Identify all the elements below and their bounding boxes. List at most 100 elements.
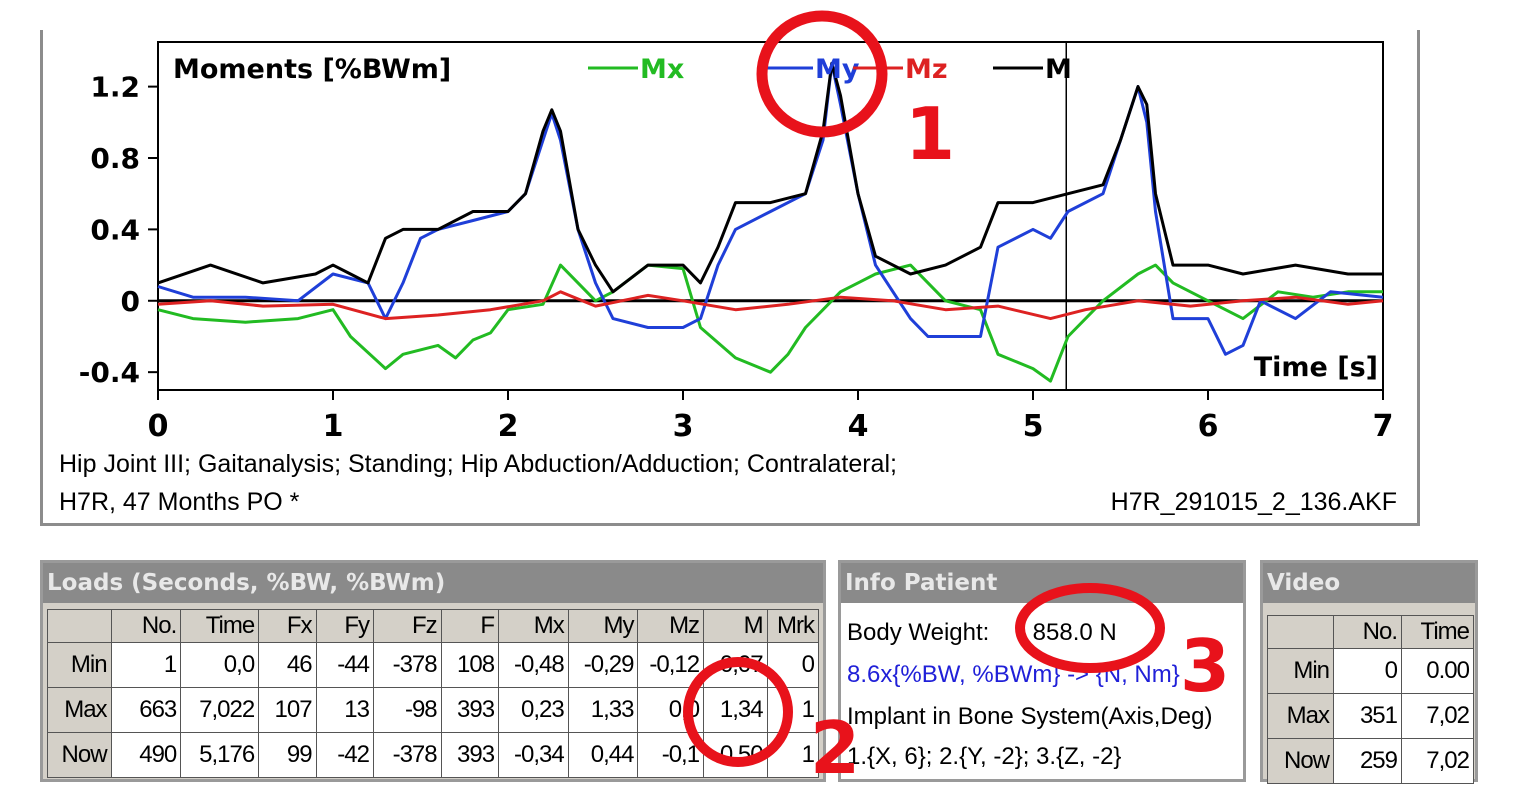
y-tick-label: 0.4 xyxy=(90,213,140,246)
video-cell: 351 xyxy=(1333,693,1402,739)
loads-table: No. Time Fx Fy Fz F Mx My Mz M Mrk Min 1 0,0 46 -44 -378… xyxy=(47,609,820,778)
info-patient-body: Body Weight: 858.0 N 8.6x{%BW, %BWm} -> … xyxy=(841,603,1243,779)
loads-cell: 13 xyxy=(315,687,374,733)
video-cell: 0.00 xyxy=(1401,648,1474,694)
legend-label-mz: Mz xyxy=(905,54,948,85)
x-tick-label: 2 xyxy=(498,409,519,444)
loads-cell: 107 xyxy=(258,687,317,733)
annotation-circle-3 xyxy=(1015,583,1165,673)
loads-row-label: Now xyxy=(47,732,112,778)
file-name-caption: H7R_291015_2_136.AKF xyxy=(1110,488,1397,516)
loads-cell: 5,176 xyxy=(180,732,260,778)
video-cell: 7,02 xyxy=(1401,693,1474,739)
video-cell: 7,02 xyxy=(1401,738,1474,784)
x-tick-label: 3 xyxy=(673,409,694,444)
x-tick-label: 1 xyxy=(323,409,344,444)
loads-cell: 0,0 xyxy=(180,642,260,688)
y-tick-label: 0 xyxy=(121,285,140,318)
annotation-number-1: 1 xyxy=(905,92,956,176)
patient-info-caption: H7R, 47 Months PO * xyxy=(59,488,300,516)
series-line-mx xyxy=(157,263,1383,383)
x-tick-label: 0 xyxy=(148,409,169,444)
loads-cell: -0,48 xyxy=(498,642,569,688)
x-tick-label: 6 xyxy=(1198,409,1219,444)
video-row-label: Now xyxy=(1267,738,1334,784)
loads-cell: 393 xyxy=(440,687,500,733)
loads-cell: -0,29 xyxy=(567,642,639,688)
loads-cell: 490 xyxy=(110,732,182,778)
y-tick-label: -0.4 xyxy=(79,356,140,389)
video-row: Max 351 7,02 xyxy=(1267,693,1474,739)
x-tick-label: 5 xyxy=(1023,409,1044,444)
loads-row: Max 663 7,022 107 13 -98 393 0,23 1,33 0,0 1,34 1 xyxy=(47,687,820,733)
loads-column-header: Mz xyxy=(637,609,705,643)
loads-row: Now 490 5,176 99 -42 -378 393 -0,34 0,44 -0,1 0,50… xyxy=(47,732,820,778)
loads-cell: -98 xyxy=(372,687,442,733)
loads-cell: 1,33 xyxy=(567,687,639,733)
y-tick-label: 0.8 xyxy=(90,142,140,175)
x-tick-label: 7 xyxy=(1373,409,1394,444)
video-panel: Video No. Time Min 0 0.00 Max 351 7,02 Now 259 7,0… xyxy=(1260,560,1478,784)
loads-row: Min 1 0,0 46 -44 -378 108 -0,48 -0,29 -0,12 0,07 0 xyxy=(47,642,820,688)
info-patient-panel: Info Patient Body Weight: 858.0 N 8.6x{%… xyxy=(838,560,1246,782)
annotation-circle-1 xyxy=(756,10,888,138)
body-weight-label: Body Weight: xyxy=(847,619,990,646)
loads-cell: -0,12 xyxy=(637,642,705,688)
loads-cell: 393 xyxy=(440,732,500,778)
loads-cell: -0,34 xyxy=(498,732,569,778)
video-corner-cell xyxy=(1267,615,1334,649)
video-table: No. Time Min 0 0.00 Max 351 7,02 Now 259 7,02 xyxy=(1267,615,1474,784)
loads-column-header: Mrk xyxy=(766,609,820,643)
body-weight-value: 858.0 N xyxy=(1032,619,1117,646)
series-line-m xyxy=(157,61,1383,294)
loads-cell: 0,23 xyxy=(498,687,569,733)
loads-column-header: F xyxy=(440,609,500,643)
y-tick-label: 1.2 xyxy=(90,71,140,104)
loads-cell: 1 xyxy=(766,732,820,778)
annotation-number-3: 3 xyxy=(1180,624,1231,708)
loads-column-header: Fx xyxy=(258,609,317,643)
loads-cell: 1 xyxy=(110,642,182,688)
video-panel-title: Video xyxy=(1263,563,1475,603)
loads-panel-title: Loads (Seconds, %BW, %BWm) xyxy=(43,563,823,603)
loads-column-header: Mx xyxy=(498,609,569,643)
video-cell: 259 xyxy=(1333,738,1402,784)
loads-cell: -44 xyxy=(315,642,374,688)
annotation-circle-2 xyxy=(683,657,793,767)
video-row-label: Min xyxy=(1267,648,1334,694)
series-line-mz xyxy=(157,290,1384,321)
recording-description: Hip Joint III; Gaitanalysis; Standing; H… xyxy=(59,450,897,478)
loads-column-header: Time xyxy=(180,609,260,643)
loads-cell: 108 xyxy=(440,642,500,688)
video-cell: 0 xyxy=(1333,648,1402,694)
video-row: Min 0 0.00 xyxy=(1267,648,1474,694)
legend-label-mx: Mx xyxy=(640,54,684,85)
x-axis-label: Time [s] xyxy=(1254,352,1378,383)
loads-cell: 0,44 xyxy=(567,732,639,778)
loads-corner-cell xyxy=(47,609,112,643)
video-column-header: Time xyxy=(1401,615,1474,649)
legend-label-m: M xyxy=(1045,54,1072,85)
loads-cell: 7,022 xyxy=(180,687,260,733)
chart-title: Moments [%BWm] xyxy=(173,54,451,85)
x-tick-label: 4 xyxy=(848,409,869,444)
loads-column-header: M xyxy=(703,609,768,643)
loads-cell: -378 xyxy=(372,642,442,688)
loads-cell: 46 xyxy=(258,642,317,688)
loads-cell: 99 xyxy=(258,732,317,778)
loads-row-label: Max xyxy=(47,687,112,733)
implant-label: Implant in Bone System(Axis,Deg) xyxy=(847,703,1213,730)
loads-cell: 663 xyxy=(110,687,182,733)
loads-row-label: Min xyxy=(47,642,112,688)
loads-cell: -42 xyxy=(315,732,374,778)
loads-cell: 1,34 xyxy=(703,687,768,733)
annotation-number-2: 2 xyxy=(810,706,861,790)
video-row-label: Max xyxy=(1267,693,1334,739)
video-row: Now 259 7,02 xyxy=(1267,738,1474,784)
implant-values: 1.{X, 6}; 2.{Y, -2}; 3.{Z, -2} xyxy=(847,743,1122,770)
loads-column-header: No. xyxy=(110,609,182,643)
loads-cell: -378 xyxy=(372,732,442,778)
legend-label-my: My xyxy=(815,54,860,85)
body-weight-row: Body Weight: 858.0 N xyxy=(847,619,1117,647)
